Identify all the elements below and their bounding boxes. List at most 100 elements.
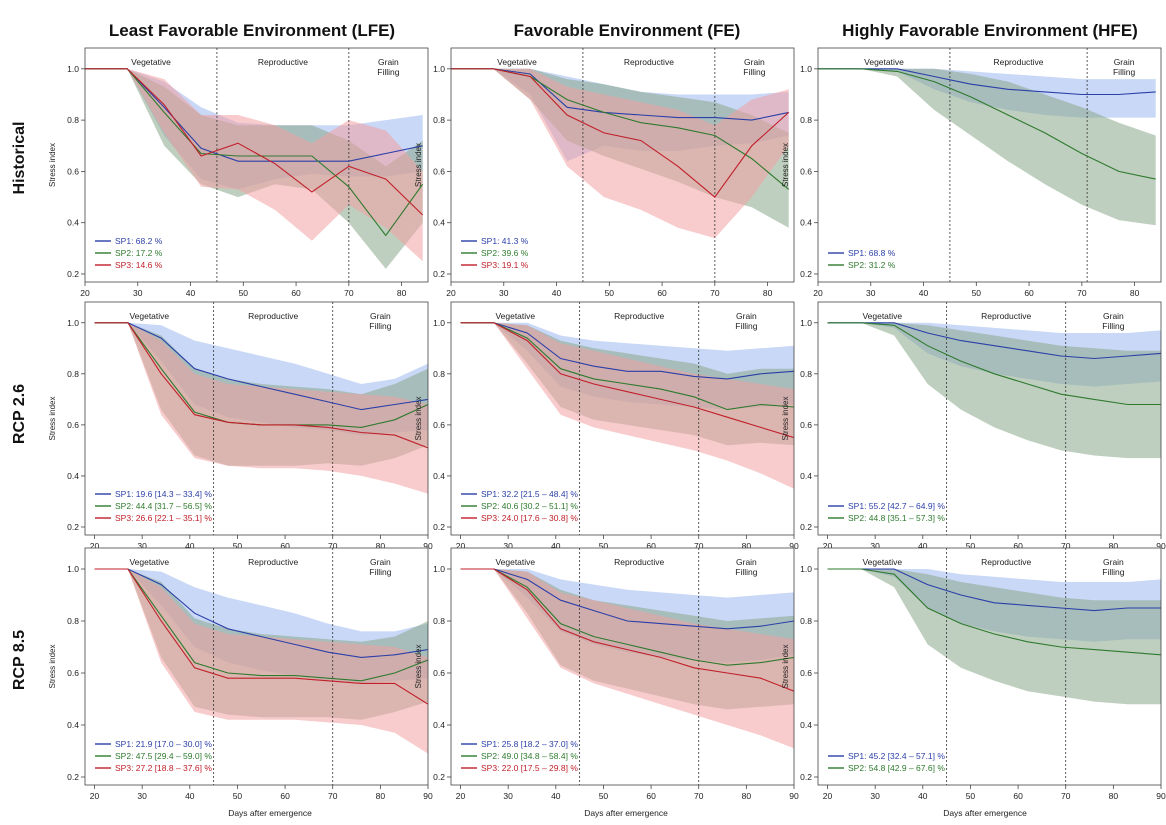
x-tick-label: 70 bbox=[710, 288, 720, 298]
legend-label-sp2: SP2: 47.5 [29.4 – 59.0] % bbox=[115, 751, 212, 761]
x-tick-label: 20 bbox=[80, 288, 90, 298]
legend-label-sp2: SP2: 40.6 [30.2 – 51.1] % bbox=[481, 501, 578, 511]
x-tick-label: 30 bbox=[499, 288, 509, 298]
legend-label-sp1: SP1: 19.6 [14.3 – 33.4] % bbox=[115, 489, 212, 499]
x-tick-label: 40 bbox=[552, 288, 562, 298]
x-tick-label: 50 bbox=[233, 791, 243, 801]
y-axis-title: Stress index bbox=[48, 143, 57, 187]
y-tick-label: 0.2 bbox=[800, 269, 812, 279]
legend-label-sp3: SP3: 22.0 [17.5 – 29.8] % bbox=[481, 763, 578, 773]
y-tick-label: 0.6 bbox=[800, 668, 812, 678]
x-tick-label: 20 bbox=[813, 288, 823, 298]
legend-label-sp1: SP1: 45.2 [32.4 – 57.1] % bbox=[848, 751, 945, 761]
panel-rcp85-lfe: Vegetative Reproductive Grain Filling0.20.4… bbox=[48, 548, 433, 801]
panel-historical-lfe: Vegetative Reproductive Grain Filling 0.2 0.4… bbox=[48, 48, 428, 298]
stage-label-3: Grain Filling bbox=[1102, 557, 1124, 577]
y-axis-title: Stress index bbox=[781, 143, 790, 187]
panel-rcp85-hfe: Vegetative Reproductive Grain Filling 0.2 0.4… bbox=[781, 548, 1166, 801]
y-axis-title: Stress index bbox=[781, 644, 790, 688]
x-tick-label: 70 bbox=[694, 791, 704, 801]
y-tick-label: 0.8 bbox=[433, 616, 445, 626]
x-tick-label: 60 bbox=[657, 288, 667, 298]
row-title-rcp26: RCP 2.6 bbox=[11, 384, 28, 444]
y-tick-label: 1.0 bbox=[67, 564, 79, 574]
y-tick-label: 1.0 bbox=[433, 318, 445, 328]
legend-label-sp3: SP3: 24.0 [17.6 – 30.8] % bbox=[481, 513, 578, 523]
legend-label-sp3: SP3: 27.2 [18.8 – 37.6] % bbox=[115, 763, 212, 773]
y-axis-title: Stress index bbox=[48, 396, 57, 440]
y-tick-label: 1.0 bbox=[800, 64, 812, 74]
x-tick-label: 40 bbox=[919, 288, 929, 298]
y-tick-label: 0.6 bbox=[67, 166, 79, 176]
column-title-hfe: Highly Favorable Environment (HFE) bbox=[842, 21, 1138, 40]
y-tick-label: 0.4 bbox=[800, 720, 812, 730]
panel-historical-hfe: Vegetative Reproductive Grain Filling0.20.4… bbox=[781, 48, 1161, 298]
x-tick-label: 50 bbox=[966, 791, 976, 801]
x-tick-label: 30 bbox=[870, 791, 880, 801]
legend-label-sp1: SP1: 25.8 [18.2 – 37.0] % bbox=[481, 739, 578, 749]
legend-label-sp3: SP3: 14.6 % bbox=[115, 260, 163, 270]
panel-rcp85-fe: Vegetative Reproductive Grain Filling0.20.4… bbox=[414, 548, 799, 801]
x-tick-label: 40 bbox=[185, 791, 195, 801]
stage-label-1: Vegetative bbox=[129, 557, 169, 567]
y-tick-label: 0.4 bbox=[433, 720, 445, 730]
x-tick-label: 80 bbox=[742, 791, 752, 801]
stage-label-3: Grain Filling bbox=[1102, 311, 1124, 331]
legend-label-sp1: SP1: 21.9 [17.0 – 30.0] % bbox=[115, 739, 212, 749]
stage-label-2: Reproductive bbox=[993, 57, 1043, 67]
x-axis-title-lfe: Days after emergence bbox=[228, 808, 312, 818]
x-tick-label: 50 bbox=[239, 288, 249, 298]
stage-label-2: Reproductive bbox=[258, 57, 308, 67]
row-title-historical: Historical bbox=[11, 122, 28, 195]
y-tick-label: 1.0 bbox=[67, 318, 79, 328]
y-tick-label: 0.8 bbox=[800, 115, 812, 125]
panels-group: Vegetative Reproductive Grain Filling 0.2 0.4… bbox=[48, 48, 1166, 801]
panel-rcp26-fe: Vegetative Reproductive Grain Filling0.20.4… bbox=[414, 302, 799, 551]
y-tick-label: 0.2 bbox=[433, 772, 445, 782]
y-axis-title: Stress index bbox=[414, 396, 423, 440]
stage-label-2: Reproductive bbox=[614, 311, 664, 321]
legend-label-sp1: SP1: 68.2 % bbox=[115, 236, 163, 246]
y-tick-label: 0.8 bbox=[67, 369, 79, 379]
panel-historical-fe: Vegetative Reproductive Grain Filling 0.2 0.4… bbox=[414, 48, 794, 298]
y-tick-label: 0.2 bbox=[800, 522, 812, 532]
y-tick-label: 0.2 bbox=[67, 772, 79, 782]
stage-label-3: Grain Filling bbox=[743, 57, 765, 77]
legend-label-sp2: SP2: 49.0 [34.8 – 58.4] % bbox=[481, 751, 578, 761]
y-tick-label: 1.0 bbox=[67, 64, 79, 74]
x-tick-label: 50 bbox=[599, 791, 609, 801]
x-tick-label: 60 bbox=[646, 791, 656, 801]
stage-label-2: Reproductive bbox=[248, 311, 298, 321]
x-tick-label: 60 bbox=[291, 288, 301, 298]
y-tick-label: 0.6 bbox=[433, 166, 445, 176]
y-tick-label: 1.0 bbox=[800, 564, 812, 574]
x-tick-label: 60 bbox=[1024, 288, 1034, 298]
x-tick-label: 40 bbox=[186, 288, 196, 298]
x-tick-label: 60 bbox=[280, 791, 290, 801]
y-tick-label: 0.4 bbox=[67, 720, 79, 730]
legend-label-sp1: SP1: 55.2 [42.7 – 64.9] % bbox=[848, 501, 945, 511]
y-tick-label: 0.6 bbox=[67, 420, 79, 430]
legend-label-sp2: SP2: 39.6 % bbox=[481, 248, 529, 258]
stage-label-3: Grain Filling bbox=[735, 557, 757, 577]
y-tick-label: 0.8 bbox=[800, 616, 812, 626]
stage-label-3: Grain Filling bbox=[369, 557, 391, 577]
y-tick-label: 0.4 bbox=[67, 471, 79, 481]
legend-label-sp1: SP1: 32.2 [21.5 – 48.4] % bbox=[481, 489, 578, 499]
y-tick-label: 1.0 bbox=[433, 64, 445, 74]
x-tick-label: 40 bbox=[918, 791, 928, 801]
x-axis-title-hfe: Days after emergence bbox=[943, 808, 1027, 818]
y-tick-label: 0.8 bbox=[433, 369, 445, 379]
y-tick-label: 0.2 bbox=[433, 269, 445, 279]
y-tick-label: 0.8 bbox=[800, 369, 812, 379]
stage-label-1: Vegetative bbox=[864, 57, 904, 67]
legend-label-sp2: SP2: 17.2 % bbox=[115, 248, 163, 258]
stage-label-3: Grain Filling bbox=[735, 311, 757, 331]
panel-rcp26-lfe: Vegetative Reproductive Grain Filling 0.2 0.4… bbox=[48, 302, 433, 551]
y-axis-title: Stress index bbox=[48, 644, 57, 688]
legend-label-sp2: SP2: 31.2 % bbox=[848, 260, 896, 270]
legend-label-sp3: SP3: 26.6 [22.1 – 35.1] % bbox=[115, 513, 212, 523]
x-tick-label: 30 bbox=[137, 791, 147, 801]
y-tick-label: 0.2 bbox=[800, 772, 812, 782]
stage-label-1: Vegetative bbox=[497, 57, 537, 67]
